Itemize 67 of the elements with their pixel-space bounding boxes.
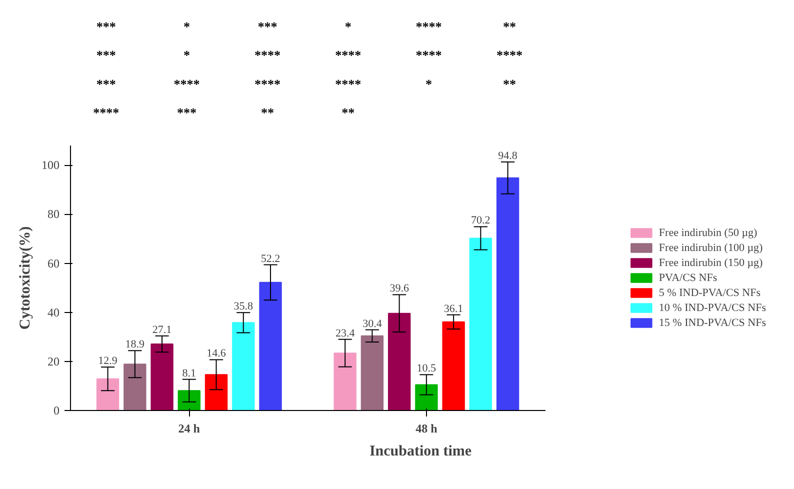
y-tick-label: 0 [54, 404, 60, 418]
data-label: 27.1 [152, 324, 172, 336]
data-label: 14.6 [206, 348, 226, 360]
text: ** [342, 105, 355, 120]
data-label: 8.1 [182, 367, 196, 380]
text: *** [258, 19, 278, 34]
bar [124, 364, 146, 410]
data-label: 94.8 [498, 150, 518, 162]
text: **** [254, 48, 280, 63]
text: *** [96, 76, 116, 92]
text: **** [254, 76, 280, 92]
legend-label: 15 % IND-PVA/CS NFs [658, 316, 766, 328]
data-label: 52.2 [260, 252, 280, 265]
y-tick-label: 40 [48, 305, 60, 320]
data-label: 18.9 [125, 338, 146, 351]
text: **** [416, 48, 442, 63]
bar [96, 378, 120, 410]
legend-label: 10 % IND-PVA/CS NFs [658, 302, 766, 314]
bar [232, 322, 255, 410]
text: ** [502, 19, 516, 34]
text: * [184, 48, 190, 63]
text: **** [335, 48, 362, 63]
bar [204, 374, 228, 410]
text: ** [502, 76, 516, 92]
data-label: 23.4 [335, 327, 356, 340]
bar [496, 177, 520, 410]
legend-label: Free indirubin (150 µg) [658, 256, 763, 268]
x-axis-title: Incubation time [369, 444, 472, 460]
legend-label: Free indirubin (100 µg) [658, 242, 763, 254]
y-axis-title: Cytotoxicity(%) [18, 226, 34, 330]
text: * [344, 19, 352, 34]
y-tick-label: 80 [48, 207, 60, 222]
bar [360, 335, 384, 410]
legend-label: Free indirubin (50 µg) [658, 226, 758, 238]
bar [150, 344, 174, 410]
text: **** [93, 105, 120, 120]
text: * [184, 19, 190, 34]
data-label: 12.9 [98, 355, 118, 368]
x-tick-label: 48 h [416, 422, 438, 436]
text: **** [416, 19, 442, 34]
text: **** [335, 76, 362, 92]
bar [442, 321, 465, 410]
text: **** [174, 76, 200, 92]
bar [388, 312, 411, 410]
bar [178, 390, 200, 410]
data-label: 36.1 [444, 302, 464, 315]
data-label: 10.5 [416, 362, 437, 375]
text: *** [96, 19, 116, 34]
y-tick-label: 20 [48, 354, 60, 368]
x-tick-label: 24 h [178, 422, 200, 436]
legend-label: PVA/CS NFs [658, 272, 718, 284]
y-tick-label: 100 [42, 158, 60, 172]
bar [334, 352, 356, 410]
text: *** [96, 48, 116, 63]
data-label: 30.4 [362, 318, 382, 330]
text: * [426, 76, 432, 92]
text: ** [260, 105, 274, 120]
text: **** [496, 48, 522, 63]
text: *** [177, 105, 197, 120]
bar [469, 238, 492, 410]
legend-label: 5 % IND-PVA/CS NFs [658, 286, 760, 298]
bar [259, 282, 282, 410]
y-tick-label: 60 [48, 256, 60, 270]
data-label: 35.8 [234, 300, 254, 313]
data-label: 39.6 [390, 282, 410, 295]
data-label: 70.2 [471, 214, 490, 227]
bar [415, 384, 438, 410]
